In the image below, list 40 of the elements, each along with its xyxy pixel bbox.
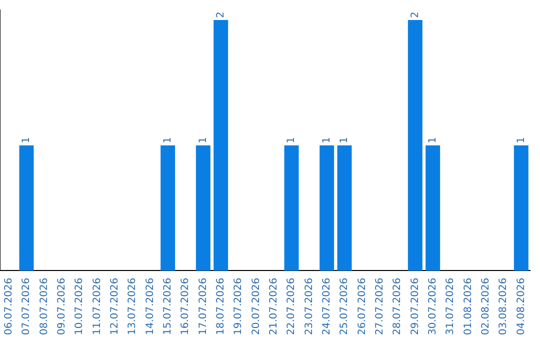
x-tick-label: 18.07.2026: [215, 278, 226, 336]
data-label: 1: [339, 137, 350, 144]
x-tick-label: 03.08.2026: [498, 278, 510, 336]
data-label: 1: [516, 137, 527, 144]
x-tick-label: 26.07.2026: [356, 278, 368, 336]
x-tick-label: 21.07.2026: [268, 278, 280, 336]
x-tick-label: 16.07.2026: [180, 278, 192, 336]
x-tick-label: 01.08.2026: [462, 278, 474, 336]
x-tick-label: 12.07.2026: [109, 278, 120, 336]
x-tick-label: 11.07.2026: [92, 278, 103, 336]
x-tick-label: 31.07.2026: [445, 278, 456, 336]
data-label: 1: [21, 137, 32, 144]
x-tick-label: 06.07.2026: [3, 278, 14, 336]
x-tick-label: 04.08.2026: [516, 278, 527, 336]
data-label: 1: [162, 137, 174, 144]
x-tick-label: 22.07.2026: [286, 278, 298, 336]
data-label: 2: [215, 12, 226, 18]
x-tick-label: 14.07.2026: [144, 278, 156, 336]
data-label: 1: [286, 137, 298, 144]
x-tick-label: 17.07.2026: [198, 278, 209, 336]
x-tick-label: 23.07.2026: [304, 278, 315, 336]
x-tick-label: 15.07.2026: [162, 278, 174, 336]
data-label: 1: [321, 137, 332, 144]
x-tick-label: 24.07.2026: [321, 278, 332, 336]
data-label: 2: [410, 12, 421, 18]
x-tick-label: 27.07.2026: [374, 278, 386, 336]
x-tick-label: 02.08.2026: [480, 278, 492, 336]
x-tick-label: 10.07.2026: [74, 278, 86, 336]
x-tick-label: 13.07.2026: [127, 278, 138, 336]
x-tick-label: 20.07.2026: [250, 278, 262, 336]
x-tick-label: 30.07.2026: [427, 278, 438, 336]
x-tick-label: 28.07.2026: [392, 278, 404, 336]
x-tick-label: 09.07.2026: [56, 278, 68, 336]
x-tick-label: 29.07.2026: [410, 278, 421, 336]
x-tick-label: 25.07.2026: [339, 278, 350, 336]
x-tick-label: 08.07.2026: [38, 278, 50, 336]
x-tick-label: 07.07.2026: [21, 278, 32, 336]
data-label: 1: [427, 137, 438, 144]
data-label: 1: [198, 137, 209, 144]
x-tick-label: 19.07.2026: [233, 278, 244, 336]
